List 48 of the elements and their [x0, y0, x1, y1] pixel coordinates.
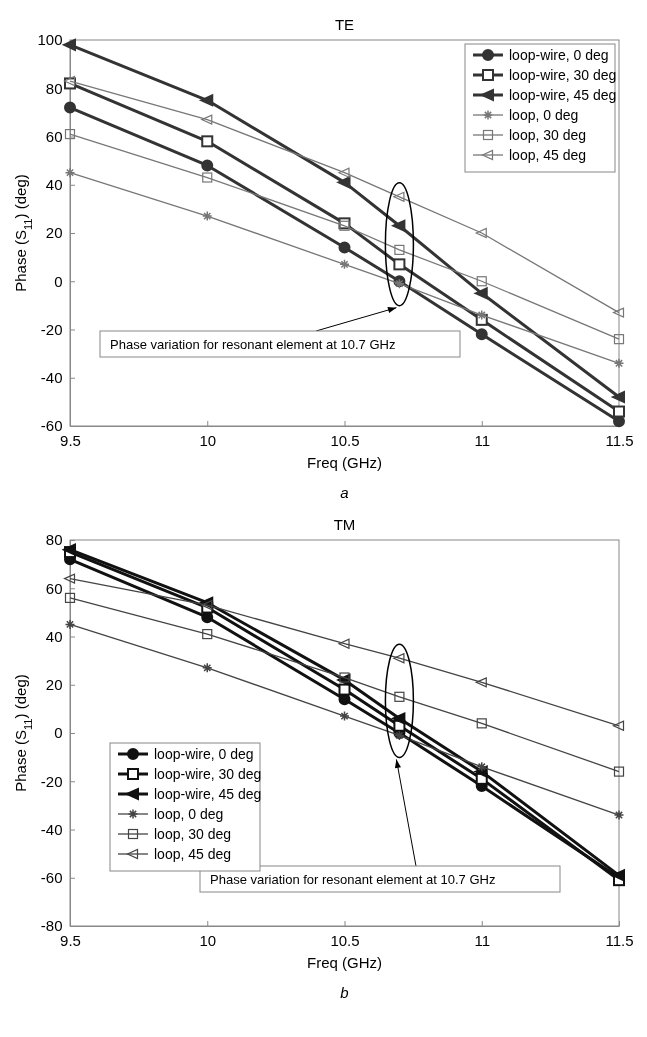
annotation: Phase variation for resonant element at 10.7 GHz [210, 872, 496, 887]
text: b [340, 984, 349, 1001]
x-axis-title: Freq (GHz) [307, 454, 382, 471]
y-tick-label: -20 [40, 320, 63, 338]
x-tick-label: 11.5 [605, 931, 634, 949]
y-tick-label: 0 [54, 272, 63, 290]
text: a [340, 484, 349, 501]
legend-label: loop-wire, 45 deg [154, 786, 262, 802]
legend-label: loop, 45 deg [509, 147, 587, 163]
y-tick-label: -20 [40, 772, 63, 790]
legend-label: loop, 45 deg [154, 846, 232, 862]
y-tick-label: 60 [45, 127, 63, 145]
x-tick-label: 10.5 [330, 431, 360, 449]
legend-label: loop, 30 deg [509, 127, 587, 143]
legend-label: loop-wire, 45 deg [509, 87, 617, 103]
y-tick-label: 80 [45, 531, 63, 549]
y-tick-label: 40 [45, 627, 63, 645]
x-tick-label: 9.5 [60, 431, 81, 449]
y-tick-label: -60 [40, 869, 63, 887]
y-tick-label: 20 [45, 224, 63, 242]
y-tick-label: -80 [40, 917, 63, 935]
legend-label: loop, 0 deg [154, 806, 224, 822]
legend-label: loop-wire, 0 deg [509, 47, 609, 63]
y-tick-label: 0 [54, 724, 63, 742]
y-tick-label: -40 [40, 820, 63, 838]
legend-label: loop, 30 deg [154, 826, 232, 842]
chart-title: TM [333, 516, 356, 533]
annotation: Phase variation for resonant element at 10.7 GHz [110, 337, 396, 352]
y-tick-label: 60 [45, 579, 63, 597]
x-tick-label: 11 [474, 431, 491, 449]
legend-label: loop, 0 deg [509, 107, 579, 123]
chart-title: TE [334, 16, 355, 33]
legend-label: loop-wire, 30 deg [509, 67, 617, 83]
y-tick-label: 80 [45, 79, 63, 97]
x-axis-title: Freq (GHz) [307, 954, 382, 971]
y-tick-label: 100 [37, 31, 63, 49]
legend-label: loop-wire, 0 deg [154, 746, 254, 762]
y-tick-label: -60 [40, 417, 63, 435]
y-tick-label: -40 [40, 369, 63, 387]
x-tick-label: 10.5 [330, 931, 360, 949]
legend-label: loop-wire, 30 deg [154, 766, 262, 782]
x-tick-label: 11.5 [605, 431, 634, 449]
x-tick-label: 10 [199, 431, 217, 449]
y-tick-label: 40 [45, 176, 63, 194]
x-tick-label: 11 [474, 931, 491, 949]
y-tick-label: 20 [45, 676, 63, 694]
x-tick-label: 9.5 [60, 931, 81, 949]
x-tick-label: 10 [199, 931, 217, 949]
